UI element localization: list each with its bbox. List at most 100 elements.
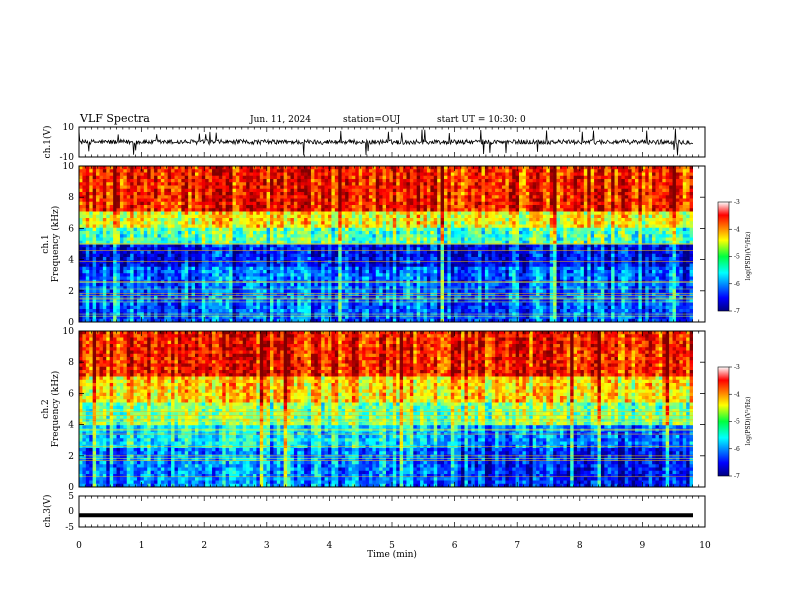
spectrogram-cell xyxy=(304,237,308,242)
spectrogram-cell xyxy=(672,192,677,196)
spectrogram-cell xyxy=(164,208,168,212)
spectrogram-cell xyxy=(573,201,578,206)
spectrogram-cell xyxy=(136,214,141,219)
spectrogram-cell xyxy=(290,208,295,212)
spectrogram-cell xyxy=(669,195,673,199)
spectrogram-cell xyxy=(587,208,591,212)
spectrogram-cell xyxy=(464,247,469,251)
spectrogram-cell xyxy=(549,214,554,219)
spectrogram-cell xyxy=(604,182,609,186)
spectrogram-cell xyxy=(542,231,547,235)
spectrogram-cell xyxy=(607,211,612,216)
spectrogram-cell xyxy=(662,227,667,232)
spectrogram-cell xyxy=(235,179,240,183)
spectrogram-cell xyxy=(539,250,544,255)
spectrogram-cell xyxy=(573,224,578,229)
spectrogram-cell xyxy=(488,195,493,199)
spectrogram-cell xyxy=(467,172,472,177)
spectrogram-cell xyxy=(198,234,203,238)
spectrogram-cell xyxy=(246,211,250,216)
spectrogram-cell xyxy=(447,205,452,209)
spectrogram-cell xyxy=(682,244,687,248)
spectrogram-cell xyxy=(532,211,537,216)
spectrogram-cell xyxy=(443,175,448,180)
spectrogram-cell xyxy=(123,208,128,212)
spectrogram-cell xyxy=(512,192,516,196)
spectrogram-cell xyxy=(413,175,417,180)
spectrogram-cell xyxy=(515,182,520,186)
spectrogram-cell xyxy=(447,175,452,180)
spectrogram-cell xyxy=(239,231,244,235)
spectrogram-cell xyxy=(242,237,247,242)
spectrogram-cell xyxy=(389,182,394,186)
spectrogram-cell xyxy=(263,227,267,232)
spectrogram-cell xyxy=(225,169,230,173)
spectrogram-cell xyxy=(345,166,349,170)
spectrogram-cell xyxy=(652,166,656,170)
spectrogram-cell xyxy=(201,227,206,232)
spectrogram-cell xyxy=(495,221,499,225)
spectrogram-cell xyxy=(283,218,288,222)
spectrogram-cell xyxy=(150,198,155,203)
spectrogram-cell xyxy=(164,211,168,216)
spectrogram-cell xyxy=(505,182,510,186)
spectrogram-cell xyxy=(382,214,387,219)
spectrogram-cell xyxy=(154,221,158,225)
spectrogram-cell xyxy=(229,166,233,170)
spectrogram-cell xyxy=(266,227,271,232)
spectrogram-cell xyxy=(594,227,598,232)
spectrogram-cell xyxy=(672,188,677,193)
spectrogram-cell xyxy=(652,175,656,180)
spectrogram-cell xyxy=(79,192,83,196)
spectrogram-cell xyxy=(280,182,284,186)
spectrogram-cell xyxy=(522,198,527,203)
spectrogram-cell xyxy=(136,237,141,242)
spectrogram-cell xyxy=(563,211,568,216)
spectrogram-cell xyxy=(566,192,571,196)
spectrogram-cell xyxy=(375,231,380,235)
spectrogram-cell xyxy=(246,247,250,251)
spectrogram-cell xyxy=(440,237,445,242)
spectrogram-cell xyxy=(607,231,612,235)
spectrogram-cell xyxy=(157,208,162,212)
spectrogram-cell xyxy=(559,208,564,212)
spectrogram-cell xyxy=(426,234,431,238)
spectrogram-cell xyxy=(113,208,117,212)
spectrogram-cell xyxy=(426,218,431,222)
spectrogram-cell xyxy=(484,195,489,199)
spectrogram-cell xyxy=(208,182,213,186)
spectrogram-cell xyxy=(423,195,428,199)
spectrogram-cell xyxy=(669,188,673,193)
spectrogram-cell xyxy=(205,169,209,173)
spectrogram-cell xyxy=(310,224,315,229)
spectrogram-cell xyxy=(188,250,192,255)
spectrogram-cell xyxy=(641,221,646,225)
spectrogram-cell xyxy=(542,218,547,222)
spectrogram-cell xyxy=(113,182,117,186)
spectrogram-cell xyxy=(577,231,581,235)
spectrogram-cell xyxy=(508,231,513,235)
spectrogram-cell xyxy=(259,198,264,203)
spectrogram-cell xyxy=(184,253,189,258)
spectrogram-cell xyxy=(215,175,220,180)
spectrogram-cell xyxy=(218,192,223,196)
spectrogram-cell xyxy=(89,244,93,248)
spectrogram-cell xyxy=(79,205,83,209)
spectrogram-cell xyxy=(624,179,629,183)
spectrogram-cell xyxy=(136,253,141,258)
spectrogram-cell xyxy=(631,237,636,242)
spectrogram-cell xyxy=(484,221,489,225)
spectrogram-cell xyxy=(542,179,547,183)
spectrogram-cell xyxy=(532,198,537,203)
spectrogram-cell xyxy=(293,172,298,177)
spectrogram-cell xyxy=(389,205,394,209)
spectrogram-cell xyxy=(136,221,141,225)
spectrogram-cell xyxy=(413,205,417,209)
spectrogram-cell xyxy=(358,214,363,219)
spectrogram-cell xyxy=(106,237,110,242)
spectrogram-cell xyxy=(594,195,598,199)
spectrogram-cell xyxy=(570,175,574,180)
spectrogram-cell xyxy=(266,195,271,199)
spectrogram-cell xyxy=(679,192,684,196)
spectrogram-cell xyxy=(102,182,107,186)
